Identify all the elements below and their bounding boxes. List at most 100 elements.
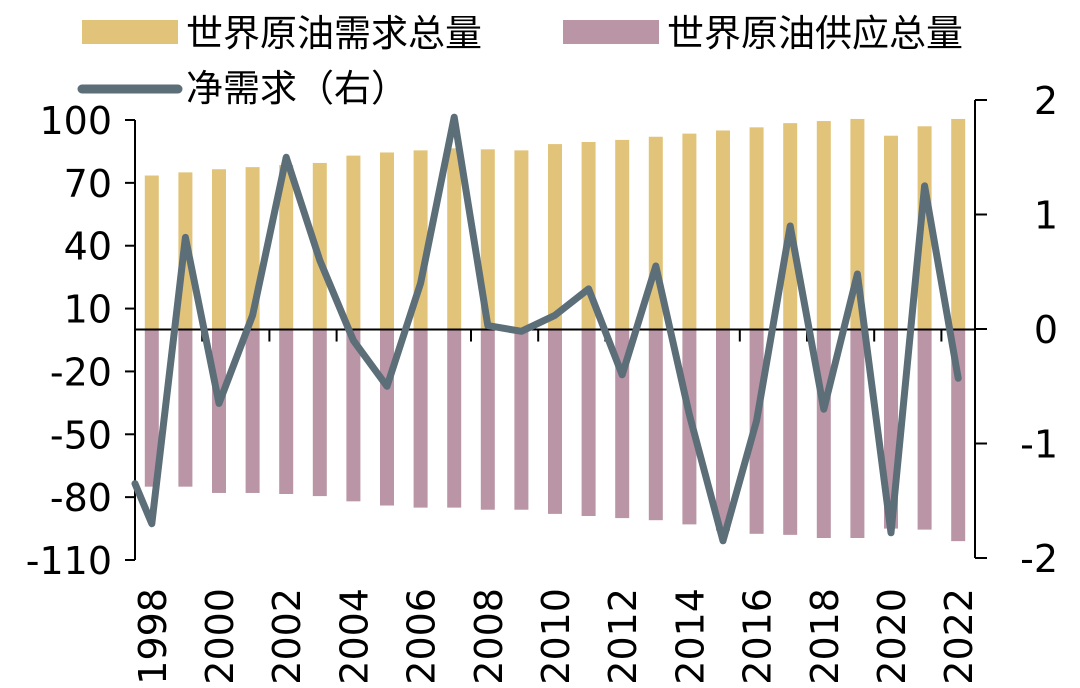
net-demand-point-2008 xyxy=(487,325,489,327)
right-tick-label: 1 xyxy=(1034,194,1058,238)
bar-supply-2018 xyxy=(816,329,831,538)
bar-demand-2018 xyxy=(816,121,831,330)
x-tick-label: 2006 xyxy=(400,588,444,685)
bar-demand-2011 xyxy=(581,142,596,330)
net-demand-point-2020 xyxy=(890,532,892,534)
left-tick-label: 100 xyxy=(39,99,112,143)
bar-supply-2021 xyxy=(917,329,932,530)
net-demand-point-2018 xyxy=(823,408,825,410)
bar-demand-2005 xyxy=(380,152,394,330)
bar-supply-2003 xyxy=(312,329,327,497)
left-tick-label: 10 xyxy=(64,288,112,332)
net-demand-point-2002 xyxy=(285,156,287,158)
left-tick-label: 40 xyxy=(64,225,112,269)
bar-supply-2015 xyxy=(716,329,730,531)
bar-demand-2007 xyxy=(447,148,462,330)
bar-supply-2012 xyxy=(615,329,630,519)
x-tick-label: 2018 xyxy=(803,588,847,685)
x-tick-label: 2012 xyxy=(601,588,645,685)
x-tick-label: 1998 xyxy=(131,588,175,685)
bar-supply-2017 xyxy=(783,329,798,535)
left-tick-label: -50 xyxy=(50,413,112,457)
x-tick-label: 2014 xyxy=(668,588,712,685)
x-tick-label: 2020 xyxy=(870,588,914,685)
legend-net-label: 净需求（右） xyxy=(186,67,408,110)
net-demand-point-2005 xyxy=(386,385,388,387)
x-tick-label: 2010 xyxy=(534,588,578,685)
legend-demand-swatch xyxy=(82,20,178,44)
bar-supply-2002 xyxy=(279,329,294,494)
bar-demand-2004 xyxy=(346,155,361,330)
bar-supply-2009 xyxy=(514,329,529,510)
bar-supply-1998 xyxy=(144,329,159,487)
bar-demand-1998 xyxy=(144,175,159,330)
legend-supply-swatch xyxy=(563,20,659,44)
net-demand-line xyxy=(131,113,962,545)
net-demand-point-2017 xyxy=(789,225,791,227)
bar-demand-2016 xyxy=(749,127,764,330)
bar-demand-2002 xyxy=(279,165,294,330)
net-demand-point-2007 xyxy=(453,116,455,118)
net-demand-point-2001 xyxy=(252,314,254,316)
bar-supply-2011 xyxy=(581,329,596,516)
net-demand-point-1998 xyxy=(151,523,153,525)
right-tick-label: 2 xyxy=(1034,79,1058,123)
bars-group xyxy=(144,118,966,542)
net-demand-point-2009 xyxy=(520,330,522,332)
bar-supply-2000 xyxy=(212,329,226,493)
bar-demand-2022 xyxy=(951,118,966,330)
right-tick-label: -1 xyxy=(1020,423,1058,467)
bar-demand-2021 xyxy=(917,126,932,330)
bar-supply-1999 xyxy=(178,329,193,487)
net-demand-point-2015 xyxy=(722,540,724,542)
x-tick-label: 2016 xyxy=(736,588,780,685)
left-tick-label: -80 xyxy=(50,476,112,520)
bar-demand-2009 xyxy=(514,150,529,330)
bar-demand-2000 xyxy=(212,169,226,330)
bar-demand-2020 xyxy=(884,135,898,330)
left-tick-label: -110 xyxy=(26,539,112,583)
net-demand-point-2022 xyxy=(957,377,959,379)
legend-supply-label: 世界原油供应总量 xyxy=(667,12,963,55)
net-demand-point-2010 xyxy=(554,314,556,316)
bar-supply-2006 xyxy=(413,329,428,508)
bar-supply-2019 xyxy=(850,329,865,538)
bar-supply-2013 xyxy=(648,329,663,521)
x-tick-label: 2002 xyxy=(265,588,309,685)
net-demand-point-2014 xyxy=(688,414,690,416)
bar-demand-2014 xyxy=(682,133,697,330)
bar-supply-2022 xyxy=(951,329,966,542)
net-demand-point-2021 xyxy=(924,185,926,187)
bar-supply-2001 xyxy=(245,329,260,493)
legend-demand-label: 世界原油需求总量 xyxy=(186,12,482,55)
right-tick-label: -2 xyxy=(1020,537,1058,581)
bar-supply-2007 xyxy=(447,329,462,508)
bar-supply-2010 xyxy=(548,329,562,514)
left-tick-label: -20 xyxy=(50,350,112,394)
x-tick-label: 2000 xyxy=(198,588,242,685)
net-demand-point-2003 xyxy=(319,259,321,261)
bar-demand-2015 xyxy=(716,130,730,330)
bar-supply-2005 xyxy=(380,329,394,506)
chart-legend: 世界原油需求总量 世界原油供应总量 净需求（右） xyxy=(77,12,963,110)
net-demand-point-2000 xyxy=(218,402,220,404)
right-tick-label: 0 xyxy=(1034,308,1058,352)
bar-demand-2010 xyxy=(548,144,562,330)
line-group xyxy=(131,113,962,545)
x-tick-label: 2008 xyxy=(467,588,511,685)
net-demand-point-2013 xyxy=(655,265,657,267)
net-demand-point-2006 xyxy=(420,282,422,284)
net-demand-point-2012 xyxy=(621,374,623,376)
x-tick-label: 2022 xyxy=(937,588,981,685)
net-demand-point-2011 xyxy=(588,288,590,290)
net-demand-point-2004 xyxy=(352,339,354,341)
net-demand-point-1999 xyxy=(184,236,186,238)
bar-demand-2003 xyxy=(312,162,327,330)
x-tick-label: 2004 xyxy=(332,588,376,685)
left-tick-label: 70 xyxy=(64,162,112,206)
bar-demand-2012 xyxy=(615,139,630,330)
bar-supply-2004 xyxy=(346,329,361,502)
net-demand-point-2019 xyxy=(856,273,858,275)
